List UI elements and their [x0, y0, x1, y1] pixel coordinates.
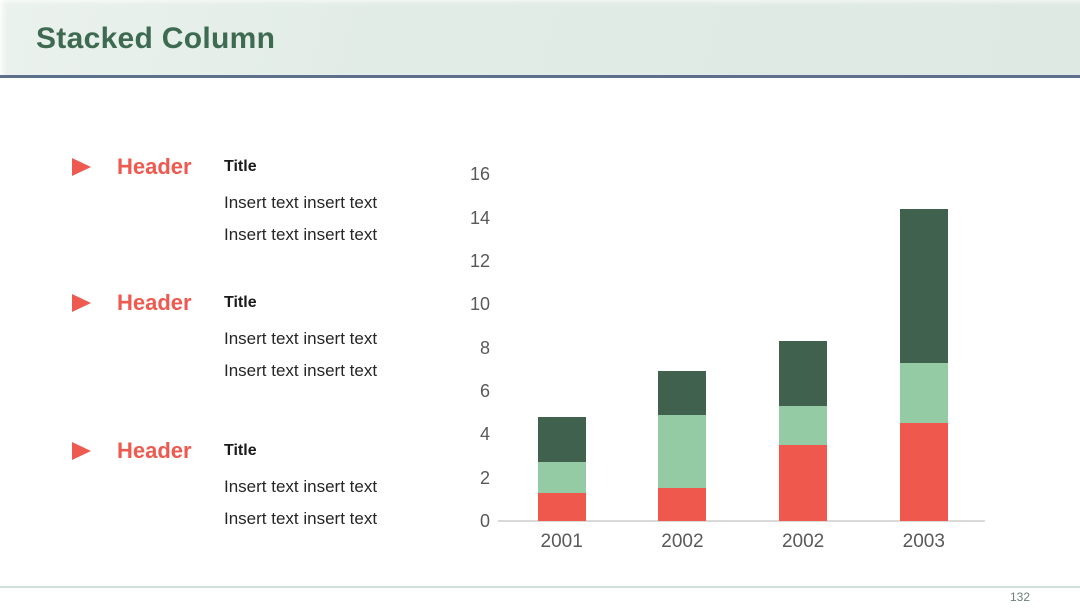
bar-segment-series-3-dark-green [658, 371, 707, 415]
block-body: Title Insert text insert text Insert tex… [224, 292, 377, 387]
block-title: Title [224, 158, 257, 175]
bar-segment-series-2-light-green [658, 414, 707, 489]
triangle-bullet-icon [72, 442, 91, 460]
block-header: Header [117, 154, 192, 179]
block-text-line: Insert text insert text [224, 329, 378, 348]
block-text-line: Insert text insert text [224, 477, 378, 496]
triangle-bullet-icon [72, 294, 91, 312]
block-title: Title [224, 294, 257, 311]
y-axis-tick-label: 2 [479, 467, 490, 488]
block-text-line: Insert text insert text [224, 361, 378, 380]
bar-segment-series-3-dark-green [537, 416, 586, 463]
block-text-line: Insert text insert text [224, 509, 378, 528]
y-axis-tick-label: 8 [479, 337, 490, 358]
block-body: Title Insert text insert text Insert tex… [224, 156, 377, 251]
bar-segment-series-1-red [779, 445, 828, 521]
bar-segment-series-3-dark-green [779, 341, 828, 407]
bar-segment-series-1-red [537, 492, 586, 521]
x-axis-category-label: 2002 [661, 531, 704, 552]
y-axis-tick-label: 14 [469, 207, 490, 228]
footer-divider [0, 586, 1080, 588]
block-header: Header [117, 438, 192, 463]
bar-segment-series-2-light-green [779, 406, 828, 446]
y-axis-tick-label: 12 [469, 250, 490, 271]
block-header: Header [117, 290, 192, 315]
x-axis-category-label: 2003 [902, 531, 945, 552]
header-band: Stacked Column [0, 0, 1080, 78]
y-axis-tick-label: 16 [469, 164, 490, 185]
block-text-line: Insert text insert text [224, 193, 378, 212]
block-text-line: Insert text insert text [224, 225, 378, 244]
x-axis-category-label: 2002 [781, 531, 825, 552]
bar-segment-series-2-light-green [899, 362, 948, 424]
y-axis-tick-label: 4 [479, 424, 490, 445]
block-body: Title Insert text insert text Insert tex… [224, 440, 377, 535]
x-axis-line [498, 520, 985, 522]
bar-segment-series-2-light-green [537, 462, 586, 493]
slide-title: Stacked Column [36, 22, 276, 55]
y-axis-tick-label: 10 [469, 294, 490, 315]
y-axis-tick-label: 0 [479, 511, 490, 531]
page-number: 132 [1009, 590, 1030, 604]
bar-segment-series-1-red [658, 488, 707, 521]
block-title: Title [224, 442, 257, 459]
y-axis-tick-label: 6 [479, 380, 490, 401]
x-axis-category-label: 2001 [540, 531, 583, 552]
bar-segment-series-1-red [899, 423, 948, 521]
triangle-bullet-icon [72, 158, 91, 176]
bar-segment-series-3-dark-green [899, 208, 948, 363]
